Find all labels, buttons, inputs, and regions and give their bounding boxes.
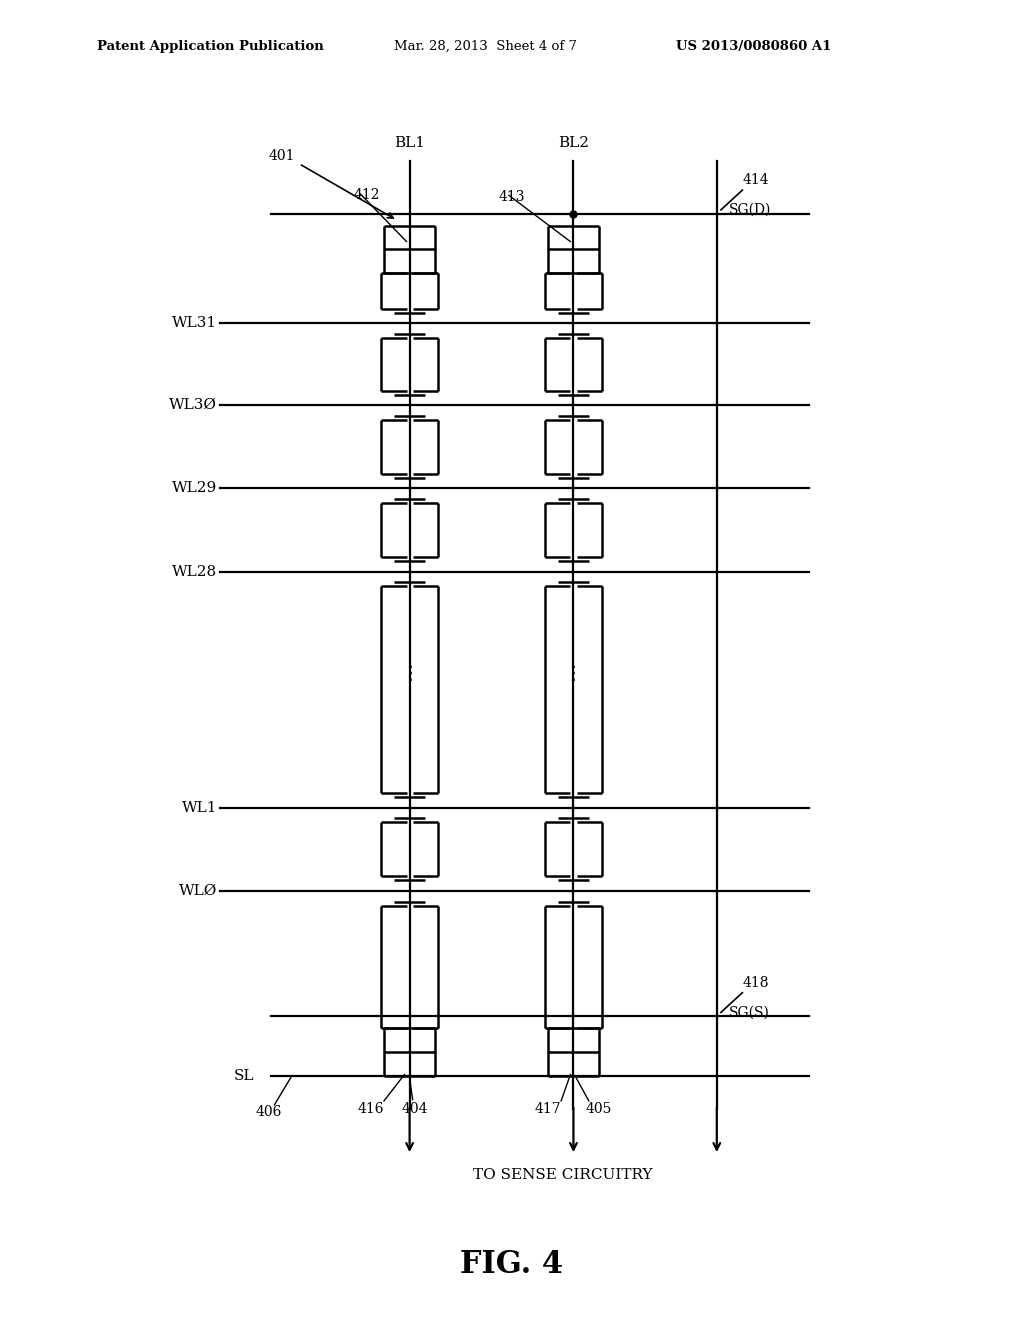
Text: SG(D): SG(D) xyxy=(729,203,771,216)
Text: SL: SL xyxy=(233,1069,254,1082)
Text: WL3Ø: WL3Ø xyxy=(169,399,217,412)
Text: WLØ: WLØ xyxy=(179,884,217,898)
Text: ⋮: ⋮ xyxy=(399,664,420,682)
Text: 416: 416 xyxy=(357,1102,384,1117)
Text: 414: 414 xyxy=(742,173,769,187)
Text: BL2: BL2 xyxy=(558,136,589,150)
Text: ⋮: ⋮ xyxy=(563,664,584,682)
Text: US 2013/0080860 A1: US 2013/0080860 A1 xyxy=(676,40,831,53)
Text: WL29: WL29 xyxy=(172,482,217,495)
Text: 418: 418 xyxy=(742,975,769,990)
Text: WL1: WL1 xyxy=(181,801,217,814)
Text: WL28: WL28 xyxy=(172,565,217,578)
Text: 405: 405 xyxy=(586,1102,612,1117)
Text: BL1: BL1 xyxy=(394,136,425,150)
Text: 406: 406 xyxy=(255,1105,282,1119)
Text: TO SENSE CIRCUITRY: TO SENSE CIRCUITRY xyxy=(473,1168,653,1181)
Text: 412: 412 xyxy=(353,189,380,202)
Text: Mar. 28, 2013  Sheet 4 of 7: Mar. 28, 2013 Sheet 4 of 7 xyxy=(394,40,578,53)
Text: 413: 413 xyxy=(499,190,525,203)
Text: 404: 404 xyxy=(401,1102,428,1117)
Text: FIG. 4: FIG. 4 xyxy=(461,1249,563,1280)
Text: SG(S): SG(S) xyxy=(729,1006,770,1019)
Text: WL31: WL31 xyxy=(172,317,217,330)
Text: 401: 401 xyxy=(268,149,295,162)
Text: 417: 417 xyxy=(535,1102,561,1117)
Text: Patent Application Publication: Patent Application Publication xyxy=(97,40,324,53)
